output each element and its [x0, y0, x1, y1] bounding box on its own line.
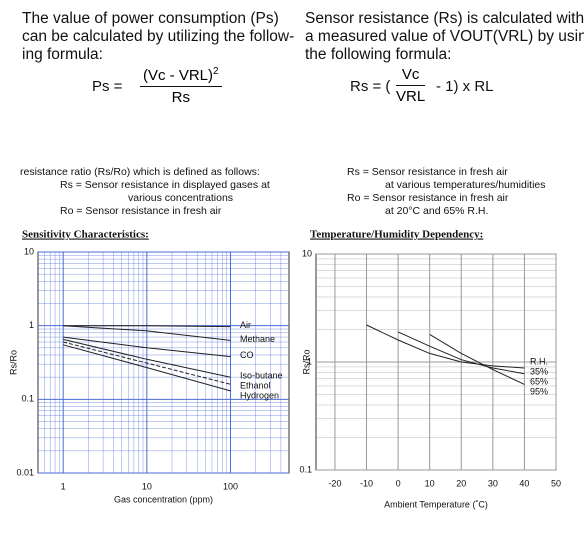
denominator: VRL: [396, 88, 426, 105]
legend-label: Air: [240, 320, 251, 330]
x-tick-label: 10: [142, 481, 152, 491]
x-tick-label: 30: [488, 478, 498, 488]
exponent: 2: [213, 66, 219, 77]
legend-title: R.H.: [530, 356, 548, 366]
y-axis-label: Rs/Ro: [301, 349, 311, 374]
series-line: [397, 331, 525, 375]
series-line: [63, 341, 231, 385]
series-line: [63, 325, 231, 328]
x-axis-label: Gas concentration (ppm): [114, 494, 213, 504]
x-tick-label: 1: [61, 481, 66, 491]
note: Rs = Sensor resistance in fresh air: [347, 166, 508, 178]
denominator: Rs: [171, 89, 190, 106]
left-paragraph: The value of power consumption (Ps) can …: [22, 10, 294, 64]
note: various concentrations: [128, 192, 234, 204]
series-line: [63, 325, 231, 341]
text-line: the following formula:: [305, 46, 452, 63]
x-tick-label: 50: [551, 478, 561, 488]
y-tick-label: 10: [302, 248, 312, 258]
legend-label: Methane: [240, 334, 275, 344]
legend-label: Hydrogen: [240, 391, 279, 401]
numerator: (Vc - VRL)2: [140, 66, 222, 87]
text-line: ing formula:: [22, 46, 103, 63]
series-line: [366, 324, 525, 369]
note: Ro = Sensor resistance in fresh air: [347, 192, 509, 204]
legend-label: 95%: [530, 386, 548, 396]
formula-fraction: (Vc - VRL)2 Rs: [140, 66, 222, 106]
y-tick-label: 0.1: [299, 464, 312, 474]
note: resistance ratio (Rs/Ro) which is define…: [20, 166, 260, 178]
numerator: Vc: [396, 66, 426, 86]
y-axis-label: Rs/Ro: [8, 350, 18, 375]
x-tick-label: 0: [396, 478, 401, 488]
y-tick-label: 1: [307, 356, 312, 366]
note: Ro = Sensor resistance in fresh air: [60, 205, 222, 217]
note: at 20°C and 65% R.H.: [385, 205, 489, 217]
legend-label: 65%: [530, 376, 548, 386]
formula-lhs: Ps =: [92, 78, 123, 95]
legend-label: Iso-butane: [240, 371, 283, 381]
text-line: Sensor resistance (Rs) is calculated wit…: [305, 10, 584, 27]
text-line: can be calculated by utilizing the follo…: [22, 28, 295, 45]
x-axis-label: Ambient Temperature (˚C): [384, 499, 488, 509]
note: at various temperatures/humidities: [385, 179, 546, 191]
numerator-text: (Vc - VRL): [143, 67, 214, 84]
y-tick-label: 1: [29, 320, 34, 330]
text-line: a measured value of VOUT(VRL) by using: [305, 28, 584, 45]
x-tick-label: 40: [519, 478, 529, 488]
y-tick-label: 0.1: [21, 394, 34, 404]
x-tick-label: 20: [456, 478, 466, 488]
chart-title: Sensitivity Characteristics:: [22, 229, 149, 241]
x-tick-label: -10: [360, 478, 373, 488]
text-line: The value of power consumption (Ps): [22, 10, 279, 27]
formula-rhs: - 1) x RL: [436, 78, 494, 95]
x-tick-label: 100: [223, 481, 238, 491]
legend-label: CO: [240, 350, 254, 360]
x-tick-label: -20: [328, 478, 341, 488]
x-tick-label: 10: [425, 478, 435, 488]
y-tick-label: 10: [24, 246, 34, 256]
series-line: [63, 336, 231, 358]
note: Rs = Sensor resistance in displayed gase…: [60, 179, 270, 191]
series-line: [63, 344, 231, 392]
legend-label: 35%: [530, 366, 548, 376]
chart-title: Temperature/Humidity Dependency:: [310, 229, 483, 241]
series-line: [63, 338, 231, 378]
formula-fraction: Vc VRL: [396, 66, 426, 105]
y-tick-label: 0.01: [16, 467, 34, 477]
legend-label: Ethanol: [240, 381, 271, 391]
formula-lhs: Rs = (: [350, 78, 391, 95]
series-line: [429, 333, 525, 385]
right-paragraph: Sensor resistance (Rs) is calculated wit…: [305, 10, 584, 64]
